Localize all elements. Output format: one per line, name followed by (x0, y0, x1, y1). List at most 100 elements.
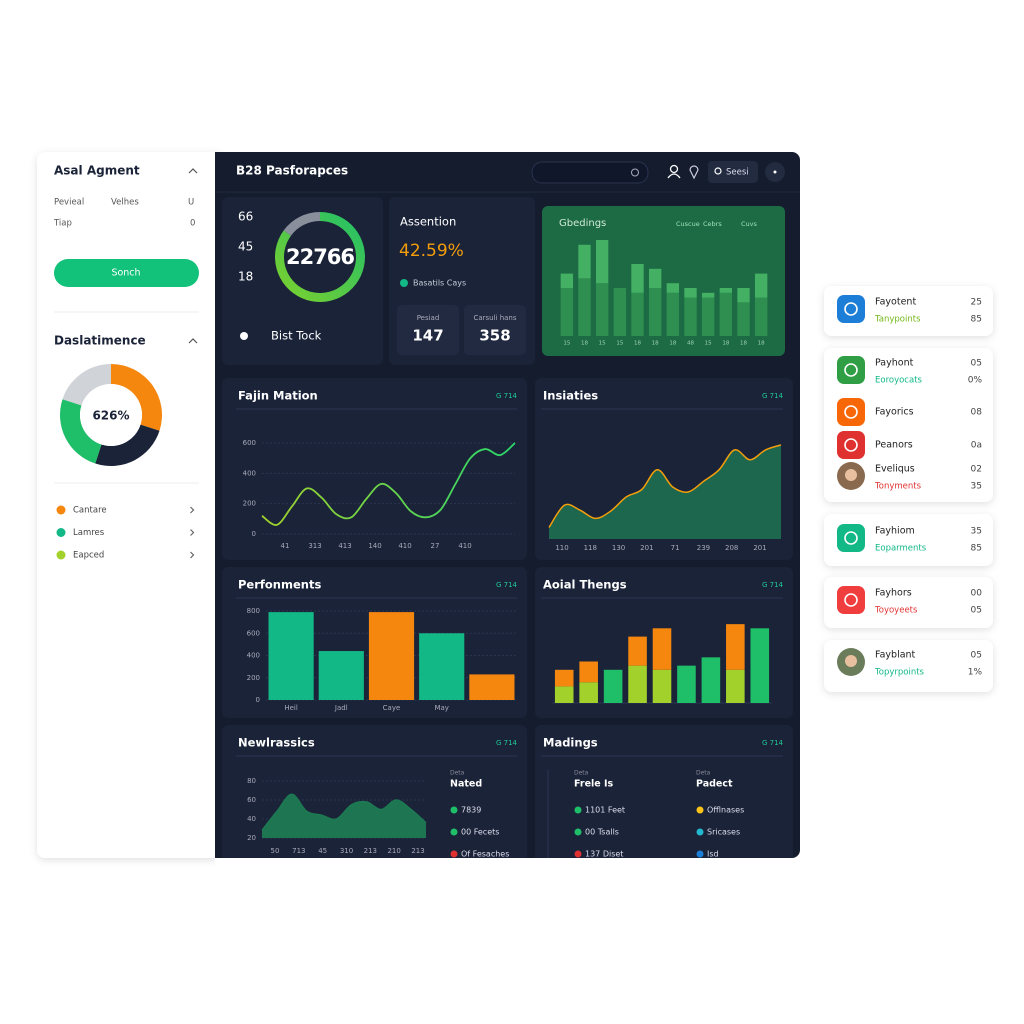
donut-segment (60, 399, 102, 464)
bar (419, 633, 465, 700)
card-title: Fayhors (875, 588, 912, 599)
bar-segment (595, 283, 609, 336)
area-fill (262, 794, 426, 838)
panel-tag: G 714 (496, 581, 518, 589)
list-title: Frele Is (574, 779, 614, 790)
panel-tag: G 714 (496, 392, 518, 400)
x-tick-label: 210 (387, 847, 400, 855)
x-tick-label: 140 (368, 542, 381, 550)
card-value: 05 (971, 606, 982, 616)
list-dot (574, 850, 582, 858)
status-dot (400, 279, 408, 287)
x-tick-label: 18 (581, 341, 588, 347)
bar-segment (652, 669, 672, 703)
card-icon (837, 295, 865, 323)
card-subtitle: Topyrpoints (874, 668, 925, 678)
card-title: Peanors (875, 440, 913, 451)
legend-dot (56, 550, 66, 560)
x-tick-label: 208 (725, 544, 738, 552)
avatar-face (845, 469, 857, 481)
y-tick-label: 800 (247, 607, 260, 615)
search-button[interactable] (54, 259, 199, 287)
bar (268, 612, 314, 700)
search-box[interactable] (531, 161, 649, 184)
y-tick-label: 200 (247, 674, 260, 682)
sidebar-row-text: Tiap (53, 219, 72, 229)
y-tick-label: 400 (247, 652, 260, 660)
list-header: Deta (450, 770, 465, 777)
stat-box-value: 358 (479, 327, 510, 345)
bar-segment (701, 292, 715, 298)
chevron (190, 506, 195, 514)
x-tick-label: 15 (563, 341, 570, 347)
panel-title: Madings (543, 736, 598, 750)
list-item: Isd (707, 850, 719, 859)
header-button[interactable] (708, 161, 758, 183)
card-value: 0% (968, 376, 983, 386)
chevron (190, 551, 195, 559)
card-icon-glyph (844, 593, 858, 607)
list-item: 7839 (461, 806, 481, 815)
card-title: Fayhiom (875, 526, 915, 537)
card-value: 05 (971, 359, 982, 369)
list-item: 00 Fecets (461, 828, 499, 837)
card-subtitle: Eoparments (875, 544, 927, 554)
x-tick-label: 15 (616, 341, 623, 347)
stat-number: 18 (238, 270, 253, 284)
user-icon[interactable] (669, 164, 679, 174)
x-tick-label: 27 (431, 542, 440, 550)
card-value: 25 (971, 298, 982, 308)
card-icon (837, 524, 865, 552)
side-card (824, 348, 993, 502)
list-dot (450, 850, 458, 858)
card-title: Payhont (875, 358, 914, 369)
sidebar-row-text: Pevieal (54, 198, 84, 208)
menu-dot (773, 170, 777, 174)
bar-segment (595, 240, 609, 284)
donut-segment (95, 424, 160, 466)
panel-title: Newlrassics (238, 736, 315, 750)
x-tick-label: 410 (398, 542, 411, 550)
bar-segment (578, 278, 591, 336)
panel-tag: G 714 (762, 739, 784, 747)
sidebar-title: Asal Agment (54, 164, 140, 178)
x-tick-label: 18 (634, 341, 641, 347)
panel-tag: G 714 (762, 581, 784, 589)
donut-segment (111, 364, 162, 431)
x-tick-label: 213 (364, 847, 377, 855)
side-card (824, 640, 993, 692)
legend-label: Eapced (73, 551, 104, 561)
list-dot (574, 828, 582, 836)
panel-tag: G 714 (496, 739, 518, 747)
bar-segment (754, 297, 768, 336)
card-icon (837, 431, 865, 459)
bar (368, 612, 415, 700)
bar-segment (677, 665, 696, 703)
user-icon-body (667, 173, 681, 179)
x-tick-label: 201 (640, 544, 653, 552)
x-tick-label: 18 (722, 341, 729, 347)
x-tick-label: 15 (705, 341, 712, 347)
card-icon (837, 356, 865, 384)
panel (222, 197, 383, 365)
card-title: Fayorics (875, 407, 914, 418)
bar-segment (578, 244, 591, 279)
bar-segment (719, 292, 733, 336)
bar-segment (628, 636, 647, 666)
x-tick-label: May (434, 704, 448, 712)
card-icon-glyph (844, 302, 858, 316)
card-icon-glyph (844, 363, 858, 377)
stat-box-label: Carsuli hans (473, 314, 516, 322)
donut-segment (62, 364, 111, 406)
pin-icon[interactable] (689, 165, 699, 180)
legend-label: Cuvs (741, 220, 758, 228)
card-subtitle: Eoroyocats (875, 376, 923, 386)
bar-segment (579, 682, 598, 703)
panel-title: Insiaties (543, 389, 598, 403)
list-item: 1101 Feet (585, 806, 625, 815)
y-tick-label: 0 (252, 530, 256, 538)
stat-number: 45 (238, 240, 253, 254)
card-value: 08 (971, 408, 983, 418)
side-card (824, 286, 993, 336)
card-value: 85 (971, 315, 982, 325)
